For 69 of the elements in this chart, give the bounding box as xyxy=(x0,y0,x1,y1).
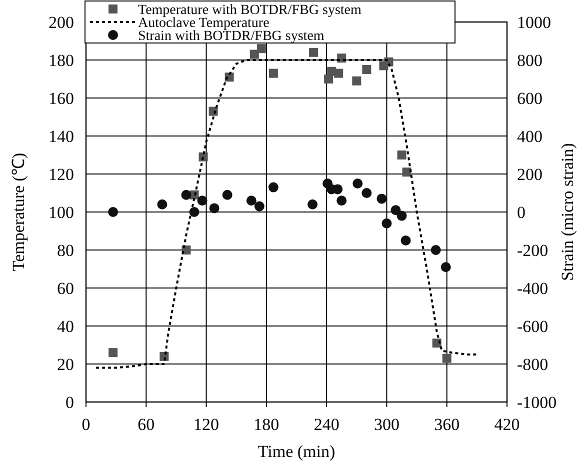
legend-label: Autoclave Temperature xyxy=(138,16,270,31)
y-tick-label: 180 xyxy=(48,51,74,70)
point xyxy=(189,207,200,217)
point xyxy=(396,210,407,221)
point xyxy=(397,150,406,160)
point xyxy=(181,190,192,200)
y-tick-label: 100 xyxy=(48,203,74,222)
y-tick-label: 0 xyxy=(66,393,74,412)
y2-tick-label: 200 xyxy=(517,165,542,184)
point xyxy=(334,68,344,78)
point xyxy=(209,203,220,214)
y2-tick-label: 800 xyxy=(517,51,542,70)
y2-tick-label: -1000 xyxy=(517,393,557,412)
y-tick-label: 40 xyxy=(57,317,74,336)
y2-tick-label: 400 xyxy=(517,127,542,146)
legend-label: Strain with BOTDR/FBG system xyxy=(138,29,324,44)
point xyxy=(336,196,347,206)
point xyxy=(362,188,372,198)
point xyxy=(208,106,218,116)
point xyxy=(382,218,392,228)
x-tick-label: 60 xyxy=(138,415,155,434)
y2-tick-label: -600 xyxy=(517,317,548,336)
y2-tick-label: 1000 xyxy=(517,13,551,32)
x-tick-label: 240 xyxy=(314,415,340,434)
point xyxy=(246,196,256,206)
point xyxy=(440,262,451,272)
y2-tick-label: -400 xyxy=(517,279,548,298)
point xyxy=(352,178,363,188)
point xyxy=(362,65,372,74)
point xyxy=(352,76,362,86)
point xyxy=(376,194,387,204)
x-tick-label: 180 xyxy=(254,415,280,434)
y-axis-title: Temperature (℃) xyxy=(9,152,28,272)
point xyxy=(308,199,318,210)
y2-axis-title: Strain (micro strain) xyxy=(558,143,577,281)
point xyxy=(442,354,452,363)
point xyxy=(402,168,412,177)
y2-tick-label: 0 xyxy=(517,203,526,222)
point xyxy=(197,196,208,206)
point xyxy=(256,44,266,54)
y-tick-label: 200 xyxy=(48,13,74,32)
point xyxy=(108,207,118,217)
x-tick-label: 0 xyxy=(82,415,90,434)
legend-label: Temperature with BOTDR/FBG system xyxy=(138,3,362,18)
point xyxy=(268,68,278,78)
x-axis-title: Time (min) xyxy=(258,442,336,461)
point xyxy=(430,245,441,255)
x-tick-label: 360 xyxy=(434,415,460,434)
y2-tick-label: -800 xyxy=(517,355,548,374)
point xyxy=(432,338,442,348)
point xyxy=(157,199,168,210)
y-tick-label: 20 xyxy=(57,355,74,374)
x-tick-label: 420 xyxy=(494,415,520,434)
y2-tick-label: 600 xyxy=(517,89,542,108)
point xyxy=(400,236,411,246)
point xyxy=(250,50,259,59)
y2-tick-label: -200 xyxy=(517,241,548,260)
point xyxy=(108,348,118,358)
x-tick-label: 120 xyxy=(194,415,220,434)
y-tick-label: 140 xyxy=(48,127,74,146)
point xyxy=(268,182,278,192)
point xyxy=(222,190,232,200)
point xyxy=(309,48,318,57)
y-tick-label: 80 xyxy=(57,241,74,260)
x-tick-label: 300 xyxy=(374,415,400,434)
y-tick-label: 60 xyxy=(57,279,74,298)
y-tick-label: 120 xyxy=(48,165,74,184)
y-tick-label: 160 xyxy=(48,89,74,108)
point xyxy=(254,201,264,212)
